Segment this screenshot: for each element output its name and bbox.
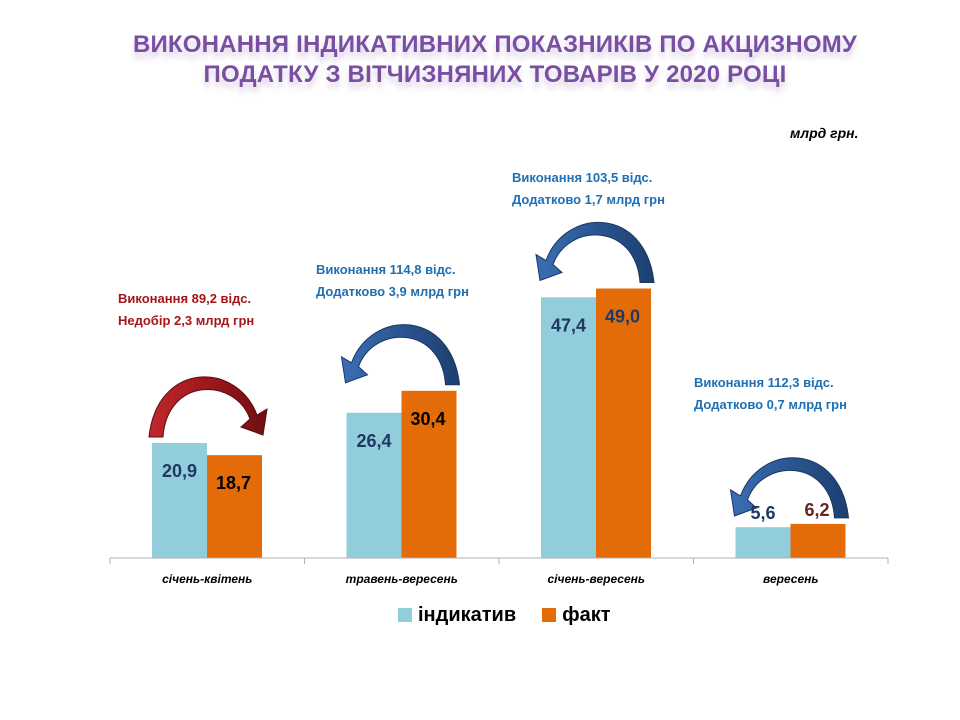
x-tick-label: січень-квітень bbox=[162, 572, 252, 586]
annotation-may-sep: Виконання 114,8 відс. Додатково 3,9 млрд… bbox=[316, 259, 469, 303]
annotation-jan-apr: Виконання 89,2 відс. Недобір 2,3 млрд гр… bbox=[118, 288, 254, 332]
curved-arrow-red-icon bbox=[148, 376, 268, 438]
chart-title-line-1: ВИКОНАННЯ ІНДИКАТИВНИХ ПОКАЗНИКІВ ПО АКЦ… bbox=[132, 31, 858, 58]
bar-fact bbox=[401, 390, 457, 558]
unit-label: млрд грн. bbox=[790, 125, 859, 141]
bar-indicative bbox=[735, 527, 791, 558]
data-label: 26,4 bbox=[356, 431, 391, 451]
data-label: 5,6 bbox=[750, 503, 775, 523]
chart-title-line-2: ПОДАТКУ З ВІТЧИЗНЯНИХ ТОВАРІВ У 2020 РОЦ… bbox=[203, 61, 787, 88]
data-label: 30,4 bbox=[410, 409, 445, 429]
bar-indicative bbox=[346, 412, 402, 558]
bar-fact bbox=[790, 523, 846, 558]
curved-arrow-blue-icon bbox=[340, 324, 461, 386]
legend-item-fact: факт bbox=[542, 603, 611, 627]
bar-indicative bbox=[541, 297, 596, 558]
annotation-line: Виконання 89,2 відс. bbox=[118, 291, 252, 306]
chart-legend: індикатив факт bbox=[398, 602, 637, 628]
annotation-jan-sep: Виконання 103,5 відс. Додатково 1,7 млрд… bbox=[512, 167, 665, 211]
x-tick-label: травень-вересень bbox=[346, 572, 458, 586]
annotation-line: Недобір 2,3 млрд грн bbox=[118, 313, 255, 328]
annotation-line: Виконання 103,5 відс. bbox=[512, 170, 653, 185]
chart-title: ВИКОНАННЯ ІНДИКАТИВНИХ ПОКАЗНИКІВ ПО АКЦ… bbox=[0, 30, 960, 90]
curved-arrow-blue-icon bbox=[729, 457, 850, 519]
x-tick-label: січень-вересень bbox=[547, 572, 645, 586]
legend-label-fact: факт bbox=[562, 603, 611, 626]
bar-fact bbox=[207, 455, 262, 558]
data-label: 18,7 bbox=[216, 473, 251, 493]
legend-swatch-fact bbox=[542, 608, 557, 622]
bar-indicative bbox=[152, 443, 207, 558]
x-tick-label: вересень bbox=[763, 572, 819, 586]
curved-arrow-blue-icon bbox=[535, 221, 655, 283]
data-label: 49,0 bbox=[605, 307, 640, 327]
annotation-line: Додатково 3,9 млрд грн bbox=[316, 284, 469, 299]
annotation-line: Виконання 112,3 відс. bbox=[694, 375, 834, 390]
data-label: 47,4 bbox=[551, 315, 586, 335]
bar-fact bbox=[596, 288, 651, 558]
legend-label-indicative: індикатив bbox=[418, 603, 517, 626]
data-label: 20,9 bbox=[162, 461, 197, 481]
annotation-sep: Виконання 112,3 відс. Додатково 0,7 млрд… bbox=[694, 372, 847, 416]
legend-item-indicative: індикатив bbox=[398, 604, 516, 627]
annotation-line: Виконання 114,8 відс. bbox=[316, 262, 456, 277]
annotation-line: Додатково 1,7 млрд грн bbox=[512, 192, 665, 207]
annotation-line: Додатково 0,7 млрд грн bbox=[694, 397, 847, 412]
legend-swatch-indicative bbox=[398, 608, 412, 622]
data-label: 6,2 bbox=[804, 500, 829, 520]
